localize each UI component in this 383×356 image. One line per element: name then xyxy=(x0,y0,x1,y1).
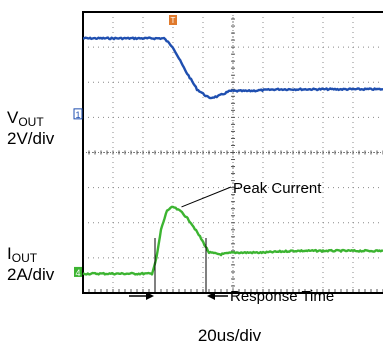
vout-trace xyxy=(82,36,383,100)
response-arrowhead-right xyxy=(207,292,215,300)
time-scale-label: 20us/div xyxy=(197,326,262,345)
channel-markers: 1 4 T xyxy=(73,15,177,278)
ch4-marker-label: 4 xyxy=(75,268,80,278)
iout-label: IOUT xyxy=(7,244,38,265)
peak-current-leader xyxy=(181,186,232,208)
iout-trace xyxy=(82,205,383,276)
annotations: Peak Current Response Time xyxy=(129,180,334,305)
response-arrowhead-left xyxy=(146,292,154,300)
vout-label: VOUT xyxy=(7,108,44,129)
traces xyxy=(82,36,383,276)
iout-scale: 2A/div xyxy=(7,265,55,284)
ch1-marker xyxy=(73,108,83,120)
trigger-marker-label: T xyxy=(171,16,176,25)
ch1-marker-label: 1 xyxy=(75,110,80,120)
response-time-label: Response Time xyxy=(230,288,334,305)
vout-scale: 2V/div xyxy=(7,129,55,148)
ch4-marker xyxy=(74,266,82,277)
peak-current-label: Peak Current xyxy=(233,180,322,197)
trigger-marker xyxy=(169,15,177,25)
plot-frame xyxy=(82,11,383,294)
